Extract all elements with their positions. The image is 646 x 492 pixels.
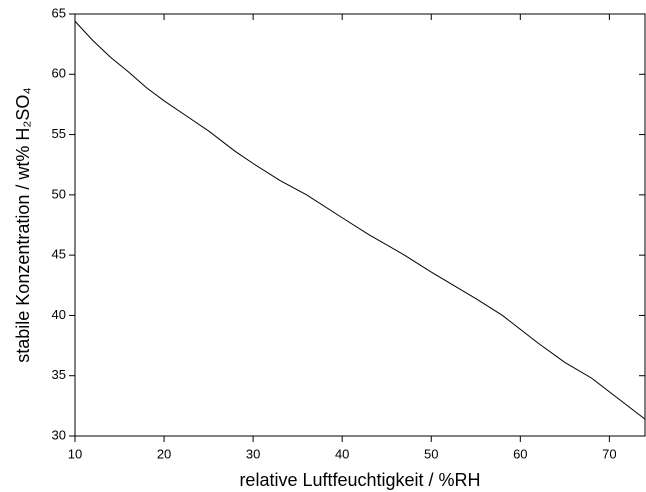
x-tick-label: 20	[157, 446, 171, 461]
x-tick-label: 50	[424, 446, 438, 461]
x-tick-label: 30	[246, 446, 260, 461]
x-axis-title: relative Luftfeuchtigkeit / %RH	[239, 470, 480, 490]
y-tick-label: 45	[52, 247, 66, 262]
y-tick-label: 35	[52, 367, 66, 382]
y-tick-label: 55	[52, 126, 66, 141]
y-tick-label: 65	[52, 5, 66, 20]
plot-frame	[74, 13, 646, 437]
y-tick-label: 30	[52, 427, 66, 442]
data-line	[74, 20, 646, 420]
x-tick-label: 40	[335, 446, 349, 461]
y-axis-title: stabile Konzentration / wt% H₂SO₄	[13, 87, 33, 362]
y-tick-label: 50	[52, 186, 66, 201]
y-tick-label: 60	[52, 66, 66, 81]
y-tick-label: 40	[52, 307, 66, 322]
x-tick-label: 10	[68, 446, 82, 461]
x-tick-label: 70	[602, 446, 616, 461]
x-tick-label: 60	[513, 446, 527, 461]
